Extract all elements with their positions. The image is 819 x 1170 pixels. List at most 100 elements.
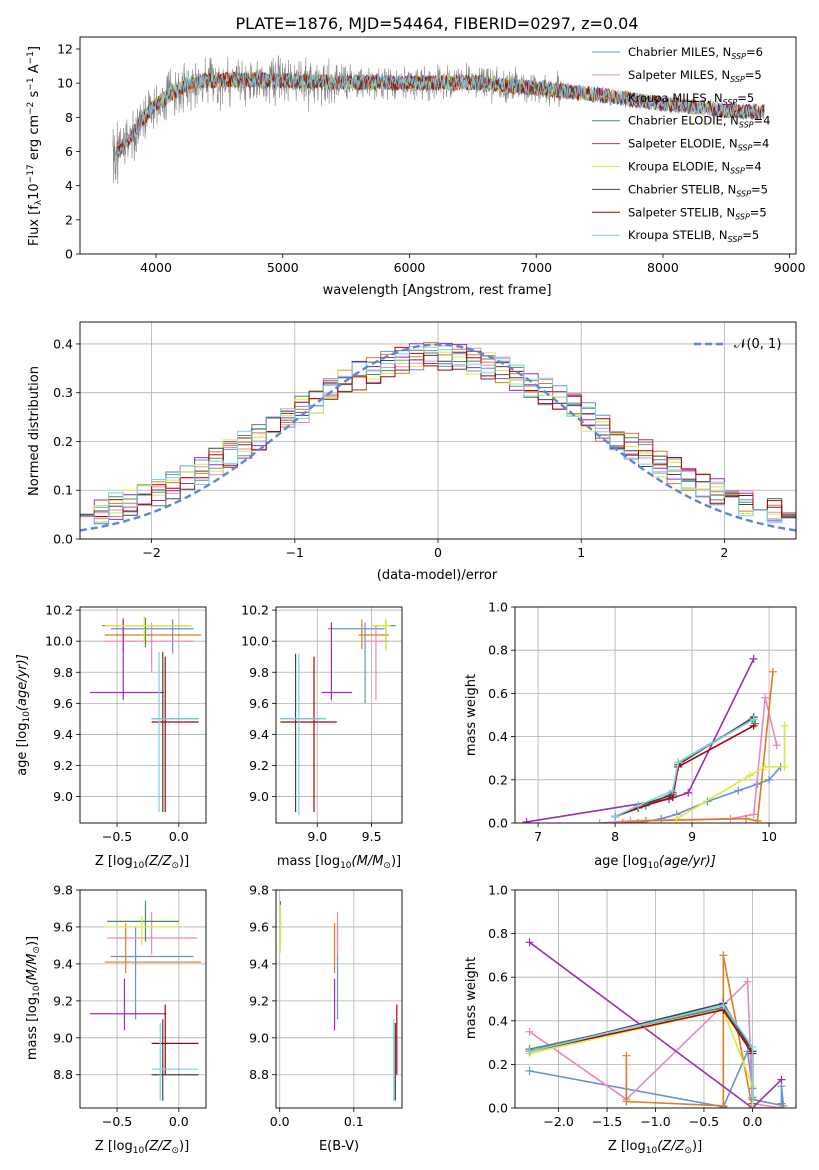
spectrum-xlabel: wavelength [Angstrom, rest frame] bbox=[323, 283, 552, 298]
y-tick-label: 10.2 bbox=[241, 603, 269, 618]
legend-label: Chabrier ELODIE, NSSP=4 bbox=[628, 114, 770, 130]
mass-weight-marker bbox=[761, 693, 770, 702]
y-tick-label: 10.2 bbox=[45, 603, 73, 618]
y-tick-label: 0.8 bbox=[488, 926, 508, 941]
y-tick-label: 9.2 bbox=[53, 758, 73, 773]
residuals-data bbox=[80, 341, 796, 532]
mass-weight-line bbox=[638, 766, 782, 823]
mass_vs_ebv-data bbox=[279, 901, 398, 1101]
y-tick-label: 0.0 bbox=[488, 816, 508, 831]
spectrum-ylabel: Flux [fλ10−17 erg cm−2 s−1 A−1] bbox=[26, 46, 44, 246]
x-tick-label: 4000 bbox=[140, 260, 172, 275]
y-tick-label: 10.0 bbox=[241, 634, 269, 649]
mass-weight-marker bbox=[626, 816, 635, 823]
y-tick-label: 8.8 bbox=[53, 1067, 73, 1082]
mass-weight-marker bbox=[761, 762, 770, 771]
mass-weight-line bbox=[614, 718, 756, 818]
residuals-xlabel: (data-model)/error bbox=[377, 568, 498, 583]
mass-weight-marker bbox=[672, 814, 681, 823]
mass-weight-marker bbox=[768, 667, 777, 676]
x-tick-label: 5000 bbox=[267, 260, 299, 275]
residuals-ylabel: Normed distribution bbox=[27, 366, 42, 496]
y-tick-label: 9.6 bbox=[53, 919, 73, 934]
mass-weight-vs-z-panel: −2.0 −1.5 −1.0 −0.5 0.0 0.0 0.2 0.4 0.6 0.8 1.0 Z … bbox=[464, 883, 797, 1156]
mass-weight-marker bbox=[753, 816, 762, 823]
residual-histogram-step bbox=[80, 346, 796, 524]
mass-weight-line bbox=[529, 1048, 785, 1108]
legend-label: Salpeter ELODIE, NSSP=4 bbox=[628, 137, 769, 153]
residual-histogram-step bbox=[80, 350, 796, 518]
y-tick-label: 2 bbox=[65, 212, 73, 227]
spectrum-frame bbox=[79, 36, 797, 255]
age-vs-mass-xlabel: mass [log10(M/M⊙)] bbox=[277, 854, 401, 871]
age-vs-mass-panel: 9.0 9.5 9.0 9.2 9.4 9.6 9.8 10.0 10.2 mass [log1… bbox=[241, 603, 403, 871]
mass-weight-vs-age-ylabel: mass weight bbox=[464, 674, 479, 756]
mass-weight-marker bbox=[749, 810, 758, 819]
y-tick-label: 9.0 bbox=[53, 789, 73, 804]
y-tick-label: 9.6 bbox=[53, 696, 73, 711]
mass_vs_ebv-grid bbox=[276, 889, 402, 1108]
y-tick-label: 9.8 bbox=[249, 665, 269, 680]
mass-vs-ebv-xlabel: E(B-V) bbox=[319, 1139, 359, 1154]
y-tick-label: 0.8 bbox=[488, 643, 508, 658]
mass-weight-marker bbox=[748, 1104, 757, 1108]
mass-weight-line bbox=[622, 671, 774, 823]
spectrum-panel: 4000 5000 6000 7000 8000 9000 0 2 4 6 8 10 12 wavele… bbox=[26, 36, 806, 298]
age_vs_mass-grid bbox=[276, 607, 402, 823]
y-tick-label: 0.3 bbox=[53, 385, 73, 400]
mass-weight-marker bbox=[684, 788, 693, 797]
mass-weight-marker bbox=[745, 771, 754, 780]
mass-weight-vs-z-plot-area: −2.0 −1.5 −1.0 −0.5 0.0 0.0 0.2 0.4 0.6 0.8 1.0 bbox=[488, 883, 797, 1129]
legend-label: Salpeter MILES, NSSP=5 bbox=[628, 68, 762, 84]
mass-weight-marker bbox=[777, 1104, 786, 1108]
mass_vs_ebv-frame bbox=[275, 889, 403, 1109]
mass-vs-z-ylabel: mass [log10(M/M⊙)] bbox=[25, 936, 42, 1060]
y-tick-label: 0.6 bbox=[488, 686, 508, 701]
x-tick-label: 2 bbox=[720, 545, 728, 560]
y-tick-label: 6 bbox=[65, 144, 73, 159]
y-tick-label: 9.4 bbox=[249, 727, 269, 742]
mass-weight-marker bbox=[634, 801, 643, 810]
mass_weight_vs_age-data bbox=[522, 654, 789, 823]
mass-weight-marker bbox=[674, 758, 683, 767]
residuals-legend: 𝒩(0, 1) bbox=[694, 337, 781, 352]
mass-vs-ebv-plot-area: 0.0 0.1 8.8 9.0 9.2 9.4 9.6 9.8 bbox=[249, 883, 403, 1129]
y-tick-label: 1.0 bbox=[488, 883, 508, 898]
x-tick-label: 7 bbox=[534, 829, 542, 844]
x-tick-label: 1 bbox=[577, 545, 585, 560]
legend-label: Chabrier MILES, NSSP=6 bbox=[628, 45, 763, 61]
mass-weight-marker bbox=[595, 819, 604, 823]
mass-weight-marker bbox=[779, 1101, 788, 1108]
x-tick-label: 0.0 bbox=[169, 829, 189, 844]
y-tick-label: 9.8 bbox=[53, 665, 73, 680]
spectrum-plot-area: 4000 5000 6000 7000 8000 9000 0 2 4 6 8 10 12 bbox=[57, 36, 806, 275]
mass-vs-z-xlabel: Z [log10(Z/Z⊙)] bbox=[95, 1139, 189, 1156]
normal-distribution-curve bbox=[80, 343, 796, 532]
legend-label: Chabrier STELIB, NSSP=5 bbox=[628, 182, 768, 198]
age_vs_Z-data bbox=[89, 616, 202, 813]
age-vs-z-xlabel: Z [log10(Z/Z⊙)] bbox=[95, 854, 189, 871]
age_vs_mass-frame bbox=[275, 606, 403, 824]
mass-weight-marker bbox=[749, 715, 758, 724]
legend-label: Salpeter STELIB, NSSP=5 bbox=[628, 205, 767, 221]
mass-weight-marker bbox=[743, 977, 752, 986]
mass-weight-marker bbox=[525, 1047, 534, 1056]
normal-legend-label: 𝒩(0, 1) bbox=[734, 337, 781, 352]
mass-weight-marker bbox=[772, 741, 781, 750]
y-tick-label: 9.2 bbox=[249, 758, 269, 773]
mass-weight-marker bbox=[641, 816, 650, 823]
age-vs-mass-plot-area: 9.0 9.5 9.0 9.2 9.4 9.6 9.8 10.0 10.2 bbox=[241, 603, 403, 844]
y-tick-label: 9.6 bbox=[249, 696, 269, 711]
mass-weight-marker bbox=[749, 654, 758, 663]
residuals-plot-area: −2 −1 0 1 2 0.0 0.1 0.2 0.3 0.4 bbox=[53, 321, 797, 560]
y-tick-label: 0 bbox=[65, 247, 73, 262]
x-tick-label: 0.0 bbox=[742, 1114, 762, 1129]
age_vs_Z-grid bbox=[80, 607, 206, 823]
age-vs-z-ylabel: age [log10(age/yr)] bbox=[15, 654, 32, 776]
y-tick-label: 0.2 bbox=[53, 434, 73, 449]
x-tick-label: 0.0 bbox=[270, 1114, 290, 1129]
x-tick-label: −0.5 bbox=[689, 1114, 719, 1129]
mass-weight-vs-age-xlabel: age [log10(age/yr)] bbox=[594, 854, 716, 871]
x-tick-label: −0.5 bbox=[102, 1114, 132, 1129]
legend-label: Kroupa MILES, NSSP=5 bbox=[628, 91, 754, 107]
